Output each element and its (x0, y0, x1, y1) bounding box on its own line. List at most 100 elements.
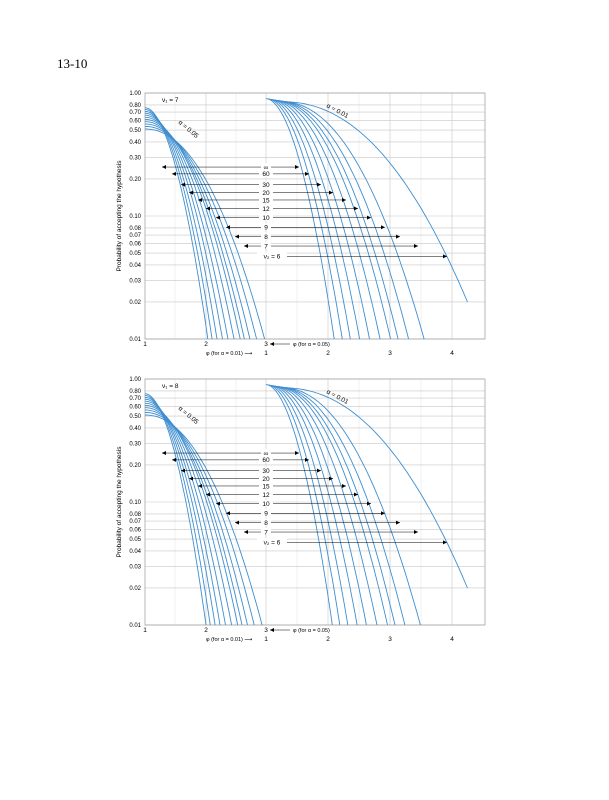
y-tick-label: 0.80 (129, 389, 141, 395)
y-tick-label: 0.02 (129, 586, 141, 592)
nu2-label-bg (259, 490, 273, 498)
y-tick-label: 0.07 (129, 233, 141, 239)
x-axis-label-alpha01: φ (for α = 0.01) ⟶ (206, 637, 253, 643)
arrow-head (216, 215, 220, 220)
nu2-label-bg (259, 474, 273, 482)
y-tick-label: 0.07 (129, 519, 141, 525)
curve-alpha01-nu2-15 (271, 99, 370, 340)
x-tick-label-alpha01: 2 (326, 636, 330, 643)
curve-alpha05-nu2-10 (144, 404, 239, 626)
y-tick-label: 0.80 (129, 103, 141, 109)
nu2-label: 9 (264, 511, 268, 518)
nu2-label-bg (257, 538, 287, 546)
arrow-head (305, 457, 309, 462)
curve-alpha05-nu2-9 (144, 407, 243, 626)
nu2-label: 60 (262, 171, 270, 178)
curve-alpha01-nu2-20 (270, 99, 361, 340)
curve-alpha01-nu2-12 (273, 385, 378, 626)
nu2-label-bg (261, 528, 271, 536)
page-number: 13-10 (57, 56, 88, 71)
x-tick-label-alpha01: 4 (450, 636, 454, 643)
curve-alpha05-nu2-8 (144, 409, 248, 626)
y-tick-label: 0.70 (129, 396, 141, 402)
arrow-head (181, 468, 185, 473)
nu2-label-bg (257, 252, 287, 260)
curve-alpha01-nu2-6 (281, 101, 468, 303)
curve-alpha05-nu2-12 (144, 116, 235, 340)
nu2-label-bg (259, 188, 273, 196)
arrow-head (295, 451, 299, 456)
nu2-label-bg (259, 455, 273, 463)
x-tick-label-alpha05: 3 (264, 627, 268, 634)
y-tick-label: 0.08 (129, 226, 141, 232)
arrow-head (189, 190, 193, 195)
curve-alpha01-nu2-10 (274, 385, 388, 626)
y-tick-label: 0.20 (129, 463, 141, 469)
y-tick-label: 0.10 (129, 500, 141, 506)
arrow-head (414, 530, 418, 535)
y-tick-label: 0.04 (129, 263, 141, 269)
nu2-label-bg (259, 466, 273, 474)
arrow-head (443, 540, 447, 545)
nu2-label: 12 (262, 206, 270, 213)
curve-alpha05-nu2-9 (144, 121, 245, 340)
x-axis-label-alpha01: φ (for α = 0.01) ⟶ (206, 351, 253, 357)
arrow-head (295, 165, 299, 170)
curve-alpha05-nu2-10 (144, 118, 241, 340)
nu2-label-bg (261, 242, 271, 250)
y-tick-label: 0.04 (129, 549, 141, 555)
y-tick-label: 0.60 (129, 118, 141, 124)
arrow-head (270, 628, 274, 632)
x-tick-label-alpha05: 3 (264, 341, 268, 348)
nu2-label: ν₂ = 6 (264, 540, 281, 547)
nu2-label-bg (259, 204, 273, 212)
arrow-head (162, 451, 166, 456)
y-tick-label: 0.40 (129, 426, 141, 432)
nu2-label: ∞ (264, 164, 269, 171)
arrow-head (443, 254, 447, 259)
y-tick-label: 0.06 (129, 241, 141, 247)
curve-alpha05-nu2-6 (144, 414, 263, 626)
x-axis-label-alpha05: φ (for α = 0.05) (293, 628, 330, 634)
arrow-head (342, 483, 346, 488)
nu2-label: 7 (264, 529, 268, 536)
curve-alpha05-nu2-7 (144, 411, 255, 626)
nu2-label: 8 (264, 520, 268, 527)
curve-alpha01-nu2-9 (276, 386, 396, 626)
curve-alpha05-nu2-8 (144, 123, 251, 340)
nu1-label: ν₁ = 8 (162, 383, 179, 390)
y-tick-label: 0.03 (129, 564, 141, 570)
arrow-head (367, 215, 371, 220)
curve-alpha01-nu2-∞ (265, 384, 333, 626)
curve-alpha05-nu2-30 (144, 110, 218, 340)
nu2-label-bg (259, 169, 273, 177)
curve-alpha01-nu2-20 (270, 385, 358, 626)
power-chart-nu1-8: 1.00 0.800.70 0.60 0.50 0.40 0.30 0.20 0.10 0.08… (116, 377, 486, 643)
arrow-head (317, 468, 321, 473)
arrow-head (329, 476, 333, 481)
curve-alpha01-nu2-7 (279, 386, 421, 626)
x-tick-label-alpha01: 4 (450, 350, 454, 357)
arrow-head (172, 457, 176, 462)
nu1-label: ν₁ = 7 (162, 97, 179, 104)
y-tick-label: 0.01 (129, 623, 141, 629)
y-tick-label: 0.10 (129, 214, 141, 220)
nu2-label: 15 (262, 483, 270, 490)
curve-alpha01-nu2-8 (278, 100, 410, 340)
curve-alpha05-nu2-7 (144, 125, 258, 340)
y-tick-label: 0.08 (129, 512, 141, 518)
curve-alpha05-nu2-6 (144, 128, 266, 340)
arrow-head (162, 165, 166, 170)
nu2-label-bg (261, 518, 271, 526)
arrow-head (216, 501, 220, 506)
nu2-label: 15 (262, 197, 270, 204)
arrow-head (396, 234, 400, 239)
x-tick-label-alpha01: 1 (264, 636, 268, 643)
nu2-label: ν₂ = 6 (264, 254, 281, 261)
nu2-label: 10 (262, 501, 270, 508)
nu2-label: 10 (262, 215, 270, 222)
arrow-head (244, 530, 248, 535)
curve-alpha01-nu2-15 (271, 385, 367, 626)
nu2-label-bg (261, 223, 271, 231)
nu2-label-bg (259, 180, 273, 188)
